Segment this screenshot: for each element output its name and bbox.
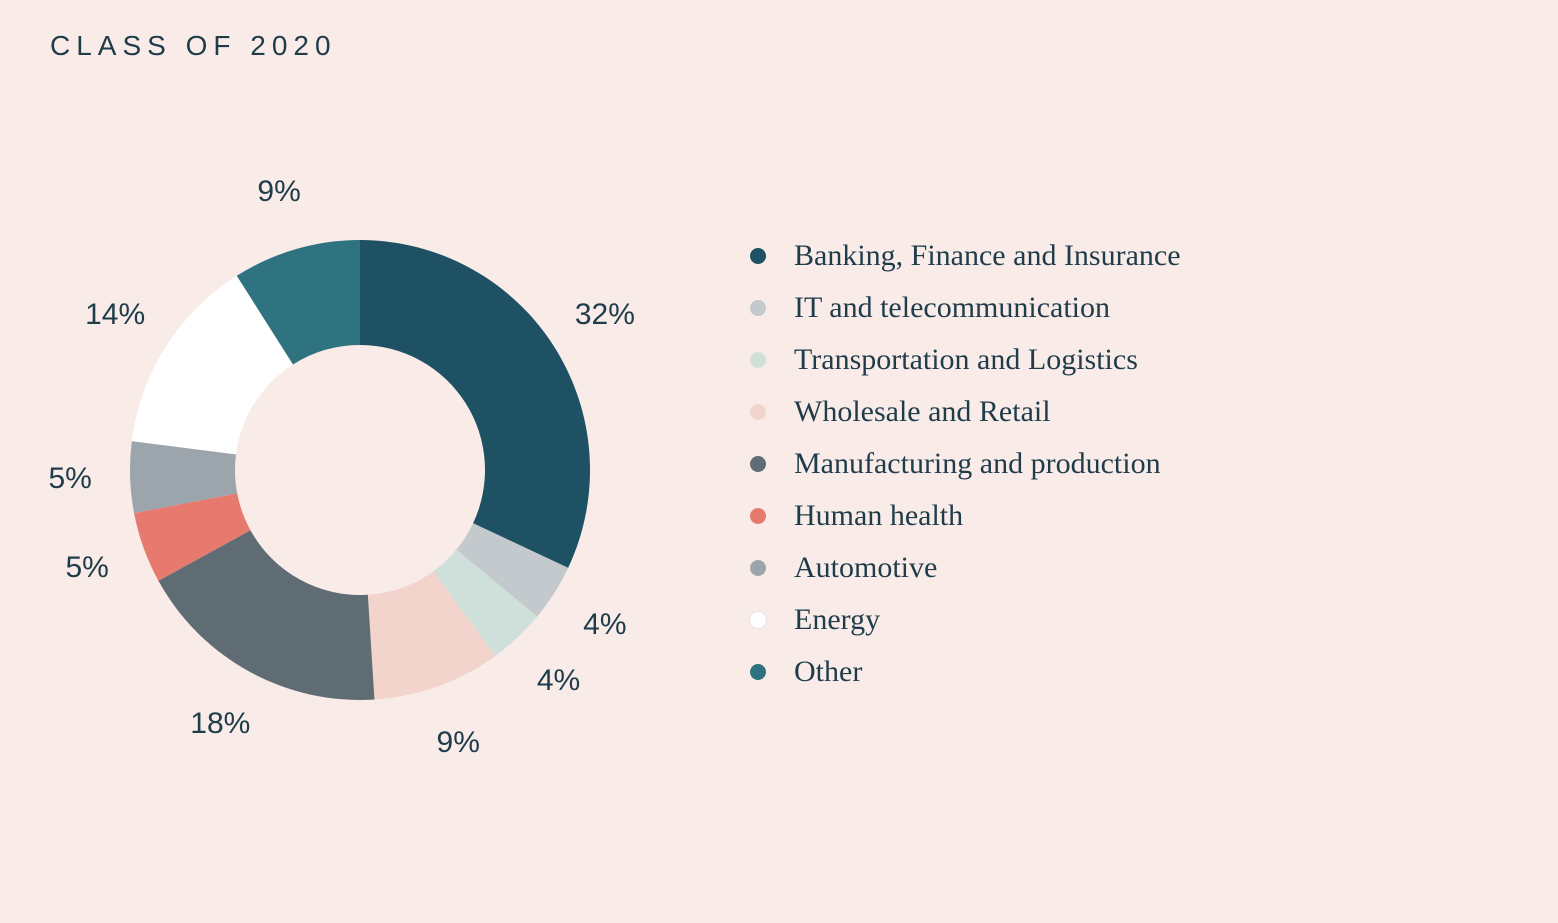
legend-label-3: Wholesale and Retail — [794, 395, 1051, 429]
legend-item-5: Human health — [750, 490, 1181, 542]
legend-dot-8 — [750, 664, 766, 680]
legend-dot-6 — [750, 560, 766, 576]
slice-label-0: 32% — [575, 298, 635, 332]
legend-label-8: Other — [794, 655, 862, 689]
legend-dot-4 — [750, 456, 766, 472]
legend-label-0: Banking, Finance and Insurance — [794, 239, 1181, 273]
legend-item-6: Automotive — [750, 542, 1181, 594]
slice-label-7: 14% — [85, 298, 145, 332]
slice-label-1: 4% — [583, 608, 626, 642]
page-title: CLASS OF 2020 — [50, 30, 337, 62]
legend-item-2: Transportation and Logistics — [750, 334, 1181, 386]
slice-label-8: 9% — [257, 175, 300, 209]
slice-label-4: 18% — [190, 707, 250, 741]
slice-label-6: 5% — [48, 462, 91, 496]
legend-label-2: Transportation and Logistics — [794, 343, 1138, 377]
donut-chart — [120, 230, 600, 710]
legend-dot-7 — [750, 612, 766, 628]
legend-dot-5 — [750, 508, 766, 524]
legend-item-1: IT and telecommunication — [750, 282, 1181, 334]
legend-item-4: Manufacturing and production — [750, 438, 1181, 490]
slice-label-2: 4% — [537, 664, 580, 698]
legend-label-1: IT and telecommunication — [794, 291, 1110, 325]
legend-dot-0 — [750, 248, 766, 264]
legend-label-6: Automotive — [794, 551, 937, 585]
slice-label-3: 9% — [437, 726, 480, 760]
legend-item-0: Banking, Finance and Insurance — [750, 230, 1181, 282]
legend-item-7: Energy — [750, 594, 1181, 646]
legend-label-5: Human health — [794, 499, 963, 533]
slice-label-5: 5% — [65, 551, 108, 585]
donut-hole — [236, 346, 484, 594]
legend-dot-1 — [750, 300, 766, 316]
legend-dot-2 — [750, 352, 766, 368]
legend-item-3: Wholesale and Retail — [750, 386, 1181, 438]
legend-dot-3 — [750, 404, 766, 420]
legend-item-8: Other — [750, 646, 1181, 698]
legend-label-7: Energy — [794, 603, 880, 637]
legend-label-4: Manufacturing and production — [794, 447, 1161, 481]
legend: Banking, Finance and Insurance IT and tel… — [750, 230, 1181, 698]
